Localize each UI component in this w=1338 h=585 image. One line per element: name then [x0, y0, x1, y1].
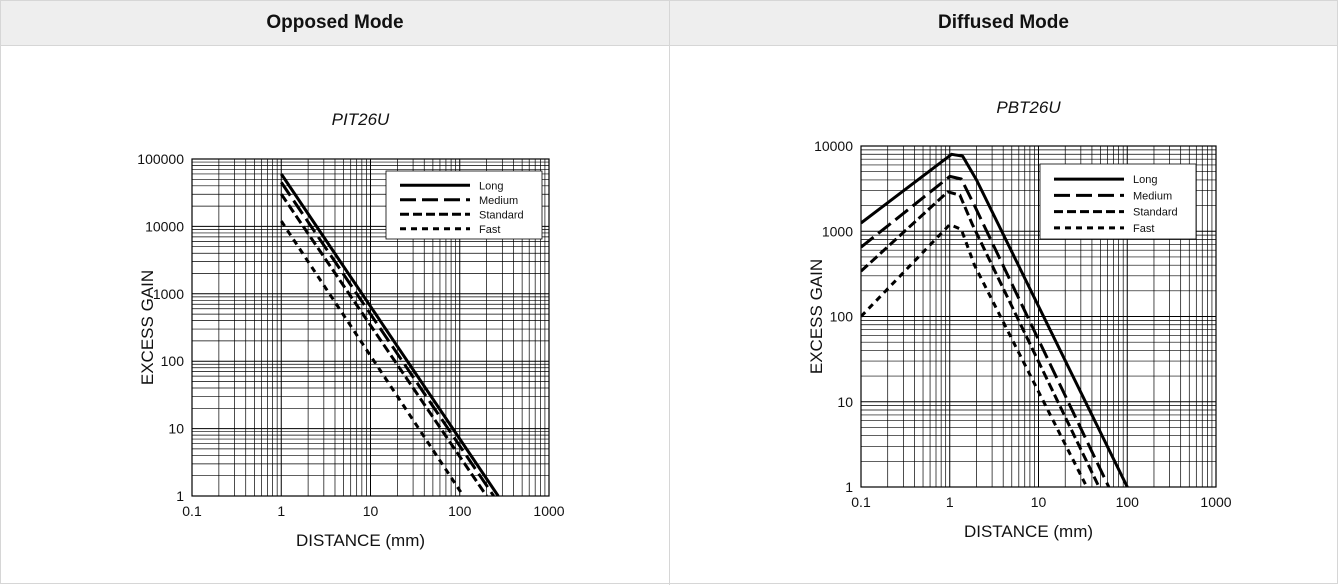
x-tick-label: 1: [277, 503, 285, 519]
y-tick-label: 100: [830, 309, 854, 325]
x-tick-label: 100: [448, 503, 472, 519]
y-tick-label: 10000: [814, 138, 853, 154]
legend-label: Standard: [479, 209, 524, 221]
series-line-medium: [861, 174, 1111, 487]
series-line-long: [861, 152, 1129, 487]
legend-label: Fast: [479, 224, 500, 236]
x-tick-label: 10: [1031, 494, 1047, 510]
x-tick-label: 10: [363, 503, 379, 519]
y-tick-label: 10: [837, 394, 853, 410]
column-divider: [669, 1, 670, 585]
legend-label: Standard: [1133, 207, 1178, 219]
x-tick-label: 0.1: [851, 494, 871, 510]
y-tick-label: 1000: [822, 223, 853, 239]
chart-title: PIT26U: [332, 110, 390, 129]
legend-label: Long: [1133, 174, 1157, 186]
series-line-medium: [280, 181, 495, 496]
y-axis-label: EXCESS GAIN: [138, 270, 157, 385]
y-tick-label: 10: [168, 421, 184, 437]
y-tick-label: 1000: [153, 286, 184, 302]
x-tick-label: 0.1: [182, 503, 202, 519]
x-tick-label: 1000: [533, 503, 564, 519]
x-tick-label: 100: [1116, 494, 1140, 510]
legend-label: Medium: [479, 195, 518, 207]
x-axis-label: DISTANCE (mm): [964, 522, 1093, 541]
x-tick-label: 1: [946, 494, 954, 510]
chart-grid: [191, 159, 549, 497]
plot-frame: [191, 158, 550, 497]
series-line-standard: [861, 190, 1101, 487]
column-header-diffused: Diffused Mode: [938, 12, 1069, 33]
legend-label: Fast: [1133, 223, 1154, 235]
chart-title: PBT26U: [996, 98, 1061, 117]
legend-label: Medium: [1133, 190, 1172, 202]
legend: Long Medium Standard Fast: [385, 170, 543, 240]
y-tick-label: 100: [161, 353, 185, 369]
series-line-fast: [861, 223, 1089, 487]
column-header-opposed: Opposed Mode: [266, 12, 404, 33]
y-tick-label: 1: [176, 488, 184, 504]
legend: Long Medium Standard Fast: [1039, 163, 1197, 240]
legend-label: Long: [479, 180, 503, 192]
x-tick-label: 1000: [1200, 494, 1231, 510]
series-line-standard: [280, 193, 488, 496]
y-tick-label: 100000: [137, 151, 184, 167]
y-tick-label: 10000: [145, 218, 184, 234]
series-line-long: [280, 173, 500, 496]
x-axis-label: DISTANCE (mm): [296, 531, 425, 550]
series-line-fast: [280, 220, 465, 496]
y-axis-label: EXCESS GAIN: [807, 259, 826, 374]
y-tick-label: 1: [845, 479, 853, 495]
